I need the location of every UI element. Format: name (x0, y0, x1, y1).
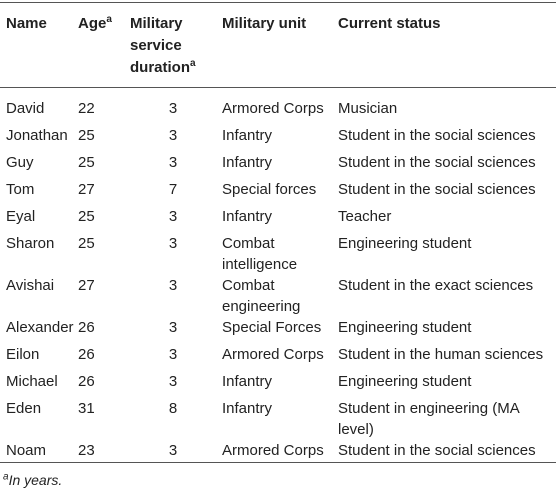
table-row: Michael 26 3 Infantry Engineering student (0, 371, 556, 398)
footnote-marker: a (3, 471, 9, 483)
table-cell: Jonathan (6, 127, 68, 144)
table-cell: 3 (168, 100, 178, 117)
table-cell: 27 (78, 277, 95, 294)
table-cell: Eilon (6, 346, 40, 363)
table-cell: Armored Corps (222, 346, 324, 363)
table-cell: David (6, 100, 45, 117)
table-body: David 22 3 Armored Corps Musician Jonathan 25 3… (0, 88, 556, 463)
table-cell: 25 (78, 235, 95, 252)
table-cell: Engineering student (338, 373, 472, 390)
table-cell: Student in the social sciences (338, 154, 536, 171)
table-cell: Musician (338, 100, 398, 117)
data-table: Name Agea Military service durationa Milita… (0, 2, 556, 463)
table-cell: Student in engineering (MA level) (338, 400, 519, 438)
table-cell: Tom (6, 181, 35, 198)
footnote: aIn years. (3, 472, 62, 488)
table-cell: Student in the human sciences (338, 346, 544, 363)
table-cell: Infantry (222, 154, 273, 171)
header-text: Current status (338, 15, 441, 32)
table-cell: Teacher (338, 208, 392, 225)
header-cell: Agea (72, 2, 130, 88)
table-cell: 3 (130, 440, 216, 463)
table-cell: Student in the social sciences (338, 181, 536, 198)
table-row: David 22 3 Armored Corps Musician (0, 88, 556, 126)
table-cell: 3 (168, 127, 178, 144)
header-text: Age (78, 15, 107, 32)
table-cell: 3 (168, 154, 178, 171)
table-cell: Engineering student (338, 235, 472, 252)
table-cell: Engineering student (338, 319, 472, 336)
table-cell: Combat engineering (222, 277, 301, 315)
table-cell: Sharon (6, 235, 55, 252)
table-row: Guy 25 3 Infantry Student in the social scie… (0, 152, 556, 179)
table-cell: Infantry (222, 400, 273, 417)
header-row: Name Agea Military service durationa Milita… (0, 2, 556, 88)
header-text: Name (6, 15, 47, 32)
table-cell: Alexander (6, 319, 74, 336)
table-cell: 7 (168, 181, 178, 198)
table-row: Avishai 27 3 Combat engineering Student in t… (0, 275, 556, 317)
table-cell: 26 (78, 319, 95, 336)
header-text: Military service duration (130, 15, 190, 76)
table-cell: 25 (78, 127, 95, 144)
table-row: Eden 31 8 Infantry Student in engineering (M… (0, 398, 556, 440)
table-cell: Special Forces (222, 319, 322, 336)
table-cell: 27 (78, 181, 95, 198)
table-cell: Infantry (222, 208, 273, 225)
table-row: Eilon 26 3 Armored Corps Student in the huma… (0, 344, 556, 371)
header-cell: Military unit (216, 2, 332, 88)
table-cell: 25 (78, 208, 95, 225)
table-cell: Noam (0, 440, 72, 463)
table-cell: 23 (72, 440, 130, 463)
table-cell: Armored Corps (222, 100, 324, 117)
table-cell: Special forces (222, 181, 317, 198)
table-cell: 26 (78, 346, 95, 363)
table-cell: 3 (168, 319, 178, 336)
table-row: Jonathan 25 3 Infantry Student in the social… (0, 125, 556, 152)
header-text: Military unit (222, 15, 307, 32)
header-note: a (190, 58, 196, 69)
header-cell: Name (0, 2, 72, 88)
table-cell: 8 (168, 400, 178, 417)
table-cell: Infantry (222, 127, 273, 144)
footnote-text: In years. (8, 472, 63, 488)
table-cell: 3 (168, 208, 178, 225)
table-row: Noam 23 3 Armored Corps Student in the socia… (0, 440, 556, 463)
table-row: Eyal 25 3 Infantry Teacher (0, 206, 556, 233)
header-note: a (106, 14, 112, 25)
table-cell: 26 (78, 373, 95, 390)
table-cell: Student in the exact sciences (338, 277, 534, 294)
header-cell: Military service durationa (130, 2, 216, 88)
table-cell: 3 (168, 346, 178, 363)
table-cell: Armored Corps (216, 440, 332, 463)
table-cell: Combat intelligence (222, 235, 298, 273)
table-cell: 22 (78, 100, 95, 117)
table-cell: 3 (168, 235, 178, 252)
table-cell: 3 (168, 373, 178, 390)
table-row: Tom 27 7 Special forces Student in the socia… (0, 179, 556, 206)
table-cell: 31 (78, 400, 95, 417)
table-cell: 25 (78, 154, 95, 171)
table-cell: Student in the social sciences (338, 127, 536, 144)
table-cell: Michael (6, 373, 58, 390)
table-row: Sharon 25 3 Combat intelligence Engineering … (0, 233, 556, 275)
table-cell: 3 (168, 277, 178, 294)
table-cell: Guy (6, 154, 34, 171)
table-row: Alexander 26 3 Special Forces Engineering st… (0, 317, 556, 344)
table-cell: Eyal (6, 208, 36, 225)
header-cell: Current status (332, 2, 556, 88)
table-cell: Infantry (222, 373, 273, 390)
table-cell: Student in the social sciences (332, 440, 556, 463)
table-cell: Avishai (6, 277, 55, 294)
table-cell: Eden (6, 400, 42, 417)
